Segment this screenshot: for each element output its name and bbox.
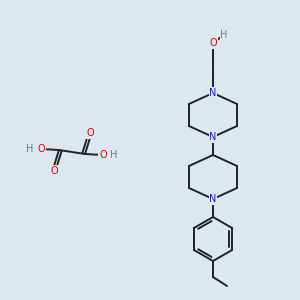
Text: H: H [110, 150, 118, 160]
Text: O: O [50, 166, 58, 176]
Text: O: O [99, 150, 107, 160]
Text: N: N [209, 132, 217, 142]
Text: H: H [26, 144, 34, 154]
Text: O: O [209, 38, 217, 48]
Text: O: O [86, 128, 94, 138]
Text: O: O [37, 144, 45, 154]
Text: N: N [209, 88, 217, 98]
Text: H: H [220, 30, 228, 40]
Text: N: N [209, 194, 217, 204]
